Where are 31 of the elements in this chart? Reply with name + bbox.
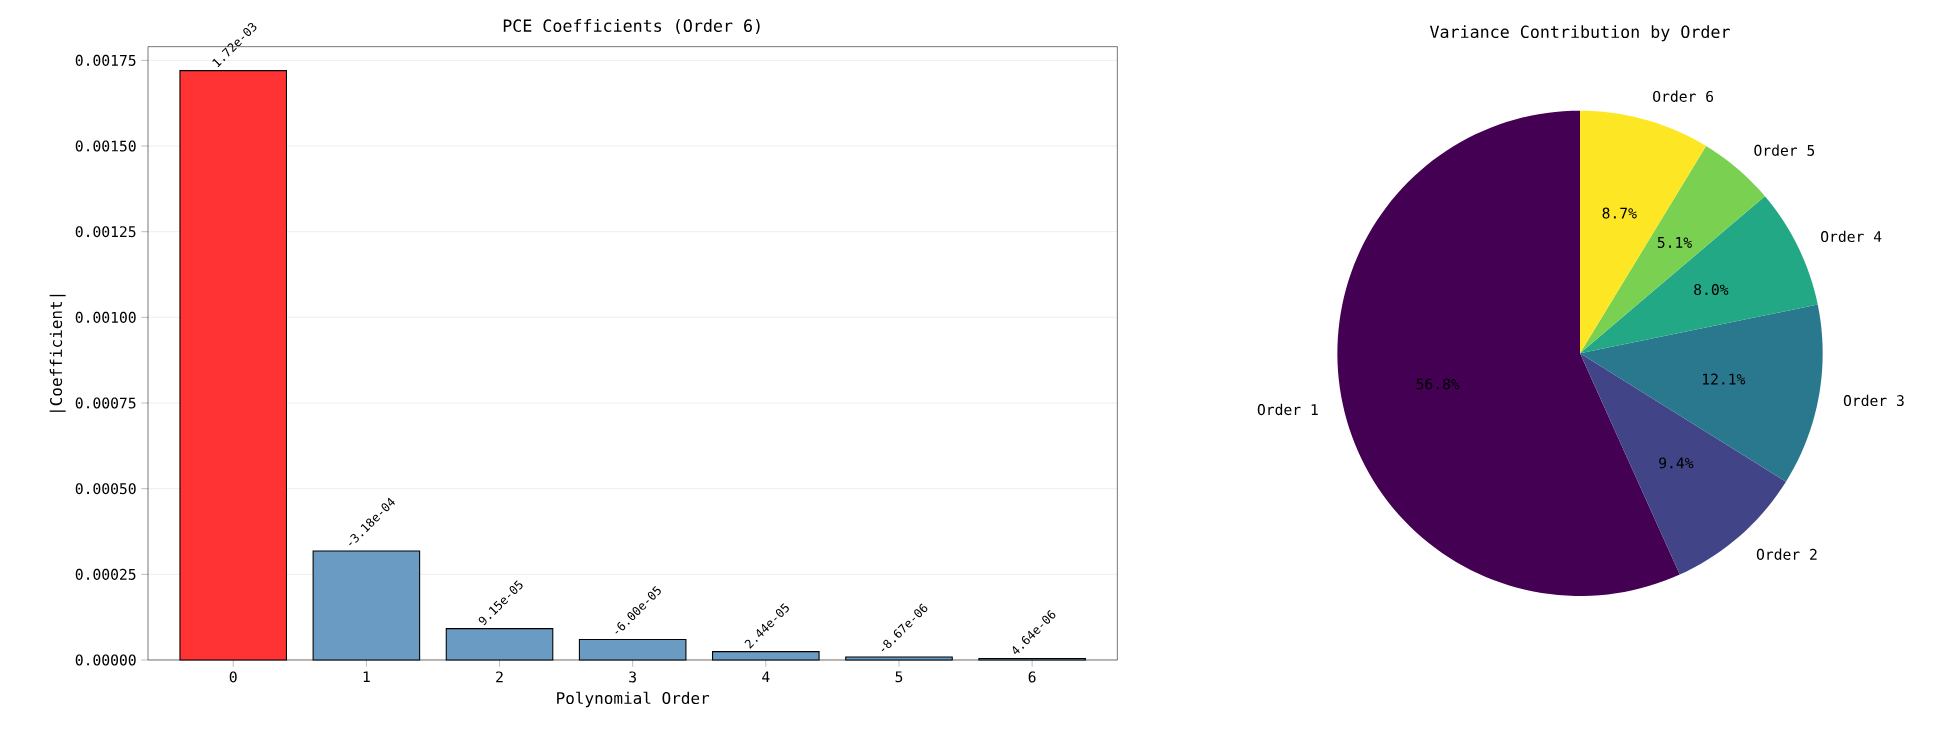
y-tick-label: 0.00075 — [75, 397, 136, 409]
x-tick-label: 3 — [629, 671, 636, 683]
y-tick-label: 0.00000 — [75, 654, 136, 666]
y-tick-label: 0.00175 — [75, 54, 136, 66]
slice-label: Order 4 — [1821, 230, 1882, 243]
data-label: 8.7% — [1602, 207, 1637, 219]
chart-title: Variance Contribution by Order — [1429, 25, 1730, 42]
x-axis-title: Polynomial Order — [557, 691, 710, 708]
x-tick-label: 1 — [363, 671, 370, 683]
x-tick-label: 6 — [1028, 671, 1036, 683]
x-tick-label: 0 — [229, 671, 237, 683]
slice-label: Order 1 — [1257, 403, 1318, 416]
data-label: 8.0% — [1694, 284, 1729, 296]
chart-title: PCE Coefficients (Order 6) — [503, 19, 760, 34]
x-tick-label: 5 — [895, 671, 903, 683]
y-tick-label: 0.00150 — [75, 140, 136, 152]
slice-label: Order 6 — [1653, 90, 1714, 102]
slice-label: Order 5 — [1754, 144, 1815, 156]
y-tick-label: 0.00125 — [75, 226, 136, 238]
y-tick-label: 0.00100 — [75, 311, 136, 323]
x-tick-label: 4 — [762, 671, 770, 683]
data-label: 9.4% — [1659, 457, 1694, 469]
slice-label: Order 2 — [1756, 548, 1817, 560]
data-label: 56.8% — [1416, 378, 1460, 390]
x-tick-label: 2 — [496, 671, 503, 683]
y-tick-label: 0.00050 — [75, 483, 136, 495]
y-tick-label: 0.00025 — [75, 568, 136, 580]
data-label: 5.1% — [1657, 237, 1692, 248]
slice-label: Order 3 — [1843, 394, 1904, 407]
data-label: 12.1% — [1703, 373, 1746, 385]
y-axis-title: |Coefficient| — [49, 294, 66, 412]
